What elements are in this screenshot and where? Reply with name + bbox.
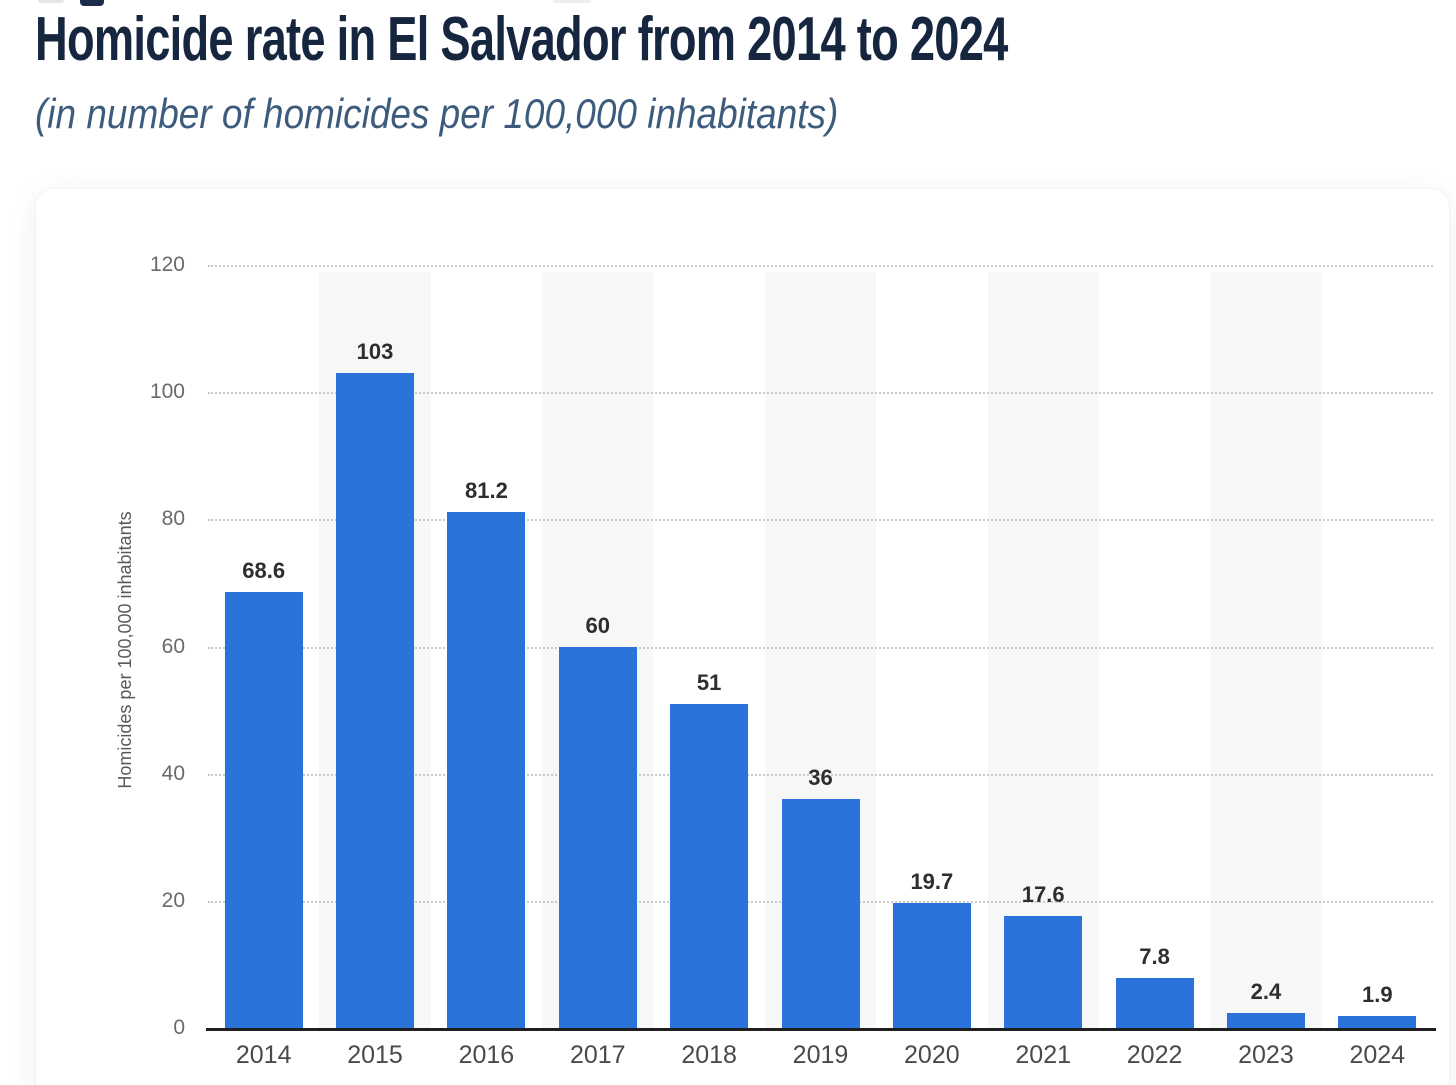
bar-2019[interactable]: [781, 799, 860, 1028]
x-label-2021: 2021: [1015, 1041, 1072, 1069]
bar-2014[interactable]: [224, 591, 303, 1028]
bar-2024[interactable]: [1338, 1015, 1417, 1028]
x-axis-line: [206, 1028, 1436, 1031]
x-label-2015: 2015: [347, 1041, 403, 1069]
x-label-2018: 2018: [681, 1041, 737, 1069]
x-label-2016: 2016: [458, 1041, 515, 1069]
y-tick-label-120: 120: [149, 253, 185, 276]
gridline-60: [208, 646, 1433, 649]
column-band-2021: [987, 272, 1099, 1028]
value-label-2018: 51: [696, 669, 722, 695]
value-label-2016: 81.2: [464, 477, 508, 503]
column-band-2023: [1210, 272, 1322, 1028]
bar-2016[interactable]: [447, 511, 526, 1028]
bar-2023[interactable]: [1226, 1012, 1305, 1028]
x-label-2017: 2017: [569, 1041, 626, 1069]
bar-2021[interactable]: [1004, 916, 1083, 1028]
value-label-2019: 36: [808, 765, 833, 791]
value-label-2023: 2.4: [1250, 978, 1282, 1004]
page-title: Homicide rate in El Salvador from 2014 t…: [35, 5, 1008, 74]
x-label-2019: 2019: [792, 1041, 849, 1069]
y-tick-label-80: 80: [161, 507, 185, 531]
gridline-120: [208, 265, 1433, 267]
value-label-2017: 60: [585, 612, 610, 638]
value-label-2020: 19.7: [910, 868, 954, 894]
cropped-content-artifact: [38, 0, 64, 3]
x-label-2014: 2014: [235, 1041, 292, 1069]
y-tick-label-40: 40: [161, 761, 185, 785]
x-label-2024: 2024: [1349, 1041, 1406, 1069]
cropped-content-artifact: [553, 0, 591, 3]
value-label-2014: 68.6: [242, 557, 286, 583]
gridline-80: [208, 519, 1433, 522]
y-tick-label-0: 0: [173, 1016, 185, 1039]
y-tick-label-100: 100: [149, 380, 185, 404]
value-label-2024: 1.9: [1362, 981, 1393, 1007]
bar-2018[interactable]: [670, 703, 749, 1028]
value-label-2021: 17.6: [1021, 882, 1065, 908]
bar-2015[interactable]: [336, 373, 415, 1028]
x-label-2022: 2022: [1126, 1041, 1183, 1069]
x-label-2023: 2023: [1238, 1041, 1294, 1069]
gridline-40: [208, 773, 1433, 776]
plot-area: 68.6 103 81.2 60 51 36 19.7 17.6 7.8 2.4 1.9: [208, 265, 1433, 1028]
y-tick-label-20: 20: [161, 888, 185, 912]
value-label-2022: 7.8: [1139, 944, 1170, 970]
bar-2022[interactable]: [1115, 978, 1194, 1028]
gridline-100: [208, 392, 1433, 395]
cropped-content-artifact: [80, 0, 104, 6]
bar-2020[interactable]: [892, 902, 971, 1028]
value-label-2015: 103: [356, 339, 394, 365]
bar-2017[interactable]: [558, 646, 637, 1028]
page-subtitle: (in number of homicides per 100,000 inha…: [35, 90, 839, 137]
x-label-2020: 2020: [904, 1041, 960, 1069]
y-tick-label-60: 60: [161, 634, 185, 658]
